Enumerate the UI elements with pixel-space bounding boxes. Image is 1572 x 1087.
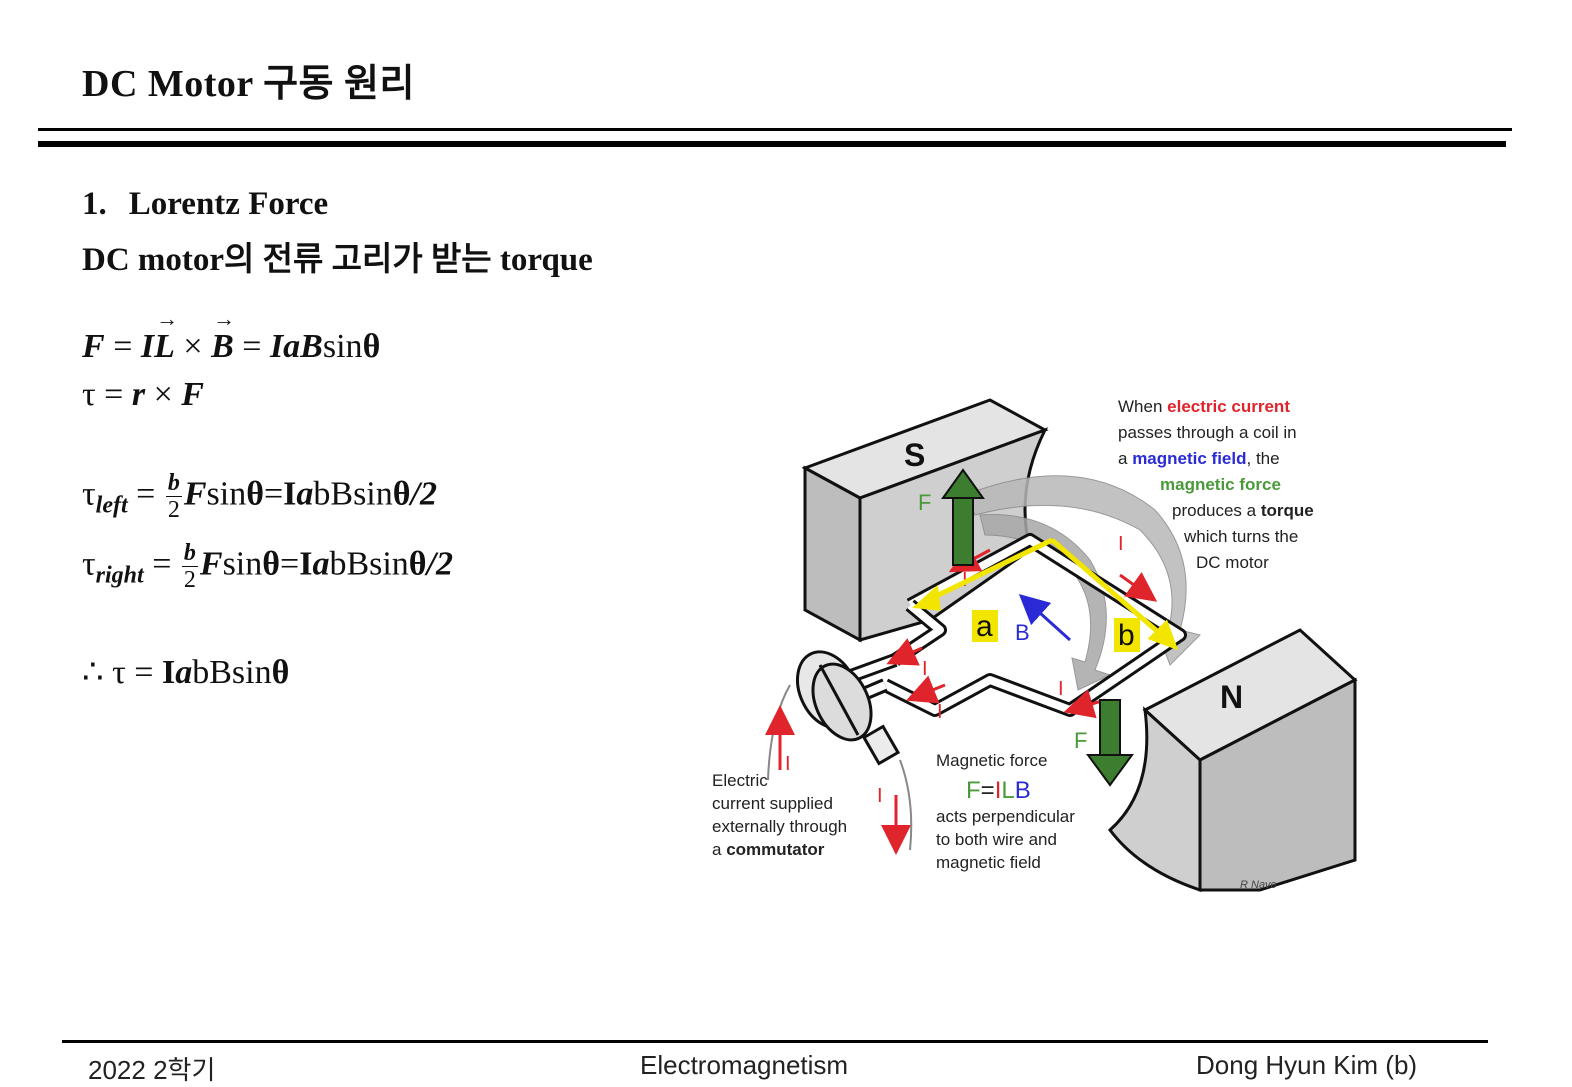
equation-torque: τ = r × F <box>82 376 204 413</box>
svg-text:magnetic force: magnetic force <box>1160 475 1281 494</box>
section-heading: 1. Lorentz Force <box>82 186 328 223</box>
label-B: B <box>1015 620 1030 645</box>
svg-text:a magnetic field, the: a magnetic field, the <box>1118 449 1280 468</box>
equation-total-torque: ∴ τ = IabBsinθ <box>82 654 290 691</box>
equation-force: F = IL × B = IaBsinθ <box>82 306 380 366</box>
commutator-current-in: I <box>785 753 791 775</box>
svg-text:to both wire and: to both wire and <box>936 830 1057 849</box>
slide-title: DC Motor 구동 원리 <box>82 63 415 105</box>
svg-text:F=ILB: F=ILB <box>966 777 1031 804</box>
svg-text:a commutator: a commutator <box>712 840 825 859</box>
footer-semester: 2022 2학기 <box>88 1055 216 1085</box>
label-a: a <box>976 610 993 643</box>
pole-n-label: N <box>1220 679 1243 715</box>
svg-text:DC motor: DC motor <box>1196 553 1269 572</box>
pole-s-label: S <box>904 437 925 473</box>
footer-author: Dong Hyun Kim (b) <box>1196 1050 1418 1080</box>
svg-text:passes through a coil in: passes through a coil in <box>1118 423 1297 442</box>
commutator: I I <box>765 650 913 855</box>
caption-left: Electric current supplied externally thr… <box>712 771 847 859</box>
svg-text:magnetic field: magnetic field <box>936 853 1041 872</box>
north-magnet: N <box>1107 628 1358 893</box>
footer-course: Electromagnetism <box>640 1050 849 1080</box>
equation-torque-right: τright = b 2 Fsinθ=IabBsinθ/2 <box>82 540 453 593</box>
current-label: I <box>1058 678 1064 700</box>
dc-motor-diagram: S N I I I I I <box>712 397 1358 893</box>
force-arrow-up <box>941 468 985 566</box>
caption-middle: Magnetic force F=ILB acts perpendicular … <box>936 751 1075 872</box>
yellow-dimension-arrows <box>912 537 1179 651</box>
caption-top: When electric current passes through a c… <box>1118 397 1314 572</box>
svg-text:Magnetic force: Magnetic force <box>936 751 1048 770</box>
svg-text:current supplied: current supplied <box>712 794 833 813</box>
svg-text:Electric: Electric <box>712 771 768 790</box>
force-label-up: F <box>918 490 931 515</box>
current-label: I <box>922 658 928 680</box>
footer-rule <box>62 1040 1488 1043</box>
commutator-current-out: I <box>877 785 883 807</box>
label-a-box <box>972 610 998 642</box>
section-title: Lorentz Force <box>128 186 329 222</box>
svg-text:externally through: externally through <box>712 817 847 836</box>
section-number: 1. <box>82 186 107 222</box>
svg-text:produces a torque: produces a torque <box>1172 501 1314 520</box>
force-label-down: F <box>1074 728 1087 753</box>
title-rule-thick <box>38 141 1506 147</box>
current-label: I <box>1118 533 1124 555</box>
current-label: I <box>937 701 943 723</box>
section-subtitle: DC motor의 전류 고리가 받는 torque <box>82 242 593 278</box>
magnetic-field-arrow <box>1018 593 1072 642</box>
title-rule-thin <box>38 128 1512 131</box>
force-arrow-down <box>1086 699 1134 787</box>
diagram-credit: R Nave <box>1240 879 1277 891</box>
label-b-box <box>1114 618 1140 652</box>
equation-torque-left: τleft = b 2 Fsinθ=IabBsinθ/2 <box>82 470 437 523</box>
torque-arrows <box>964 475 1201 691</box>
svg-text:which turns the: which turns the <box>1183 527 1298 546</box>
svg-text:acts perpendicular: acts perpendicular <box>936 807 1075 826</box>
svg-text:When electric current: When electric current <box>1118 397 1290 416</box>
label-b: b <box>1118 619 1135 652</box>
